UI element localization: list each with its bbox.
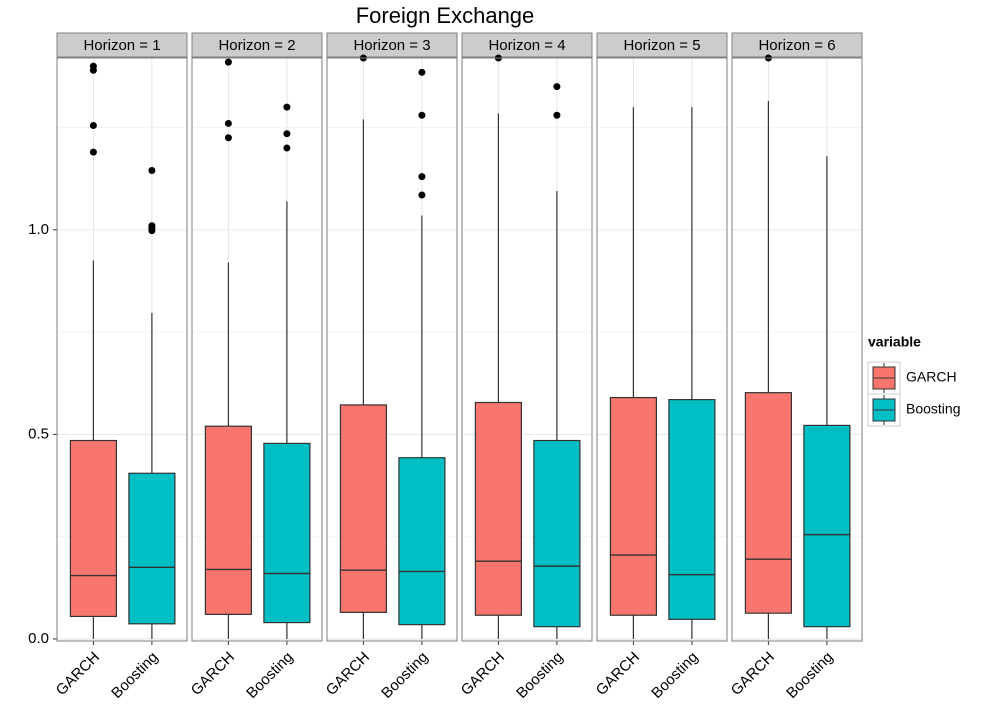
x-tick-label: GARCH bbox=[458, 649, 508, 699]
panel-border bbox=[191, 57, 323, 642]
facet-label: Horizon = 6 bbox=[758, 37, 835, 54]
outlier bbox=[418, 111, 426, 119]
legend-title: variable bbox=[868, 334, 921, 350]
facet-label: Horizon = 5 bbox=[623, 37, 700, 54]
outlier bbox=[283, 144, 291, 152]
facet-label: Horizon = 4 bbox=[488, 37, 565, 54]
box bbox=[339, 404, 387, 613]
x-tick-label: Boosting bbox=[513, 649, 566, 702]
x-tick-label: GARCH bbox=[593, 649, 643, 699]
facet-strip bbox=[191, 32, 323, 58]
outlier bbox=[418, 68, 426, 76]
x-tick-label: GARCH bbox=[728, 649, 778, 699]
panel-border bbox=[56, 57, 188, 642]
box bbox=[533, 439, 581, 628]
facet-label: Horizon = 2 bbox=[218, 37, 295, 54]
x-tick-label: Boosting bbox=[783, 649, 836, 702]
chart-title: Foreign Exchange bbox=[356, 3, 535, 28]
y-tick-label: 0.0 bbox=[28, 630, 49, 647]
outlier bbox=[224, 134, 232, 142]
box bbox=[744, 392, 793, 614]
panel-border bbox=[596, 57, 728, 642]
box bbox=[69, 439, 118, 618]
box bbox=[668, 399, 716, 620]
outlier bbox=[283, 130, 291, 138]
x-tick-label: Boosting bbox=[243, 649, 296, 702]
facet-strip bbox=[731, 32, 863, 58]
outlier bbox=[283, 103, 291, 111]
facet-strip bbox=[461, 32, 593, 58]
outlier bbox=[418, 173, 426, 181]
outlier bbox=[418, 191, 426, 199]
panel-border bbox=[326, 57, 458, 642]
outlier bbox=[89, 122, 97, 130]
facet-label: Horizon = 3 bbox=[353, 37, 430, 54]
outlier bbox=[148, 167, 156, 175]
outlier bbox=[224, 58, 232, 66]
y-tick-label: 0.5 bbox=[28, 425, 49, 442]
box bbox=[128, 472, 176, 625]
facet-strip bbox=[56, 32, 188, 58]
box bbox=[204, 425, 252, 616]
outlier bbox=[89, 148, 97, 156]
x-tick-label: Boosting bbox=[648, 649, 701, 702]
x-tick-label: Boosting bbox=[378, 649, 431, 702]
panel-border bbox=[731, 57, 863, 642]
outlier bbox=[553, 83, 561, 91]
x-tick-label: GARCH bbox=[53, 649, 103, 699]
x-tick-label: Boosting bbox=[108, 649, 161, 702]
panel-border bbox=[461, 57, 593, 642]
outlier bbox=[148, 227, 156, 235]
legend-label: GARCH bbox=[906, 369, 957, 385]
x-tick-label: GARCH bbox=[323, 649, 373, 699]
facet-label: Horizon = 1 bbox=[83, 37, 160, 54]
box bbox=[803, 424, 851, 628]
facet-strip bbox=[596, 32, 728, 58]
box bbox=[398, 457, 446, 626]
x-tick-label: GARCH bbox=[188, 649, 238, 699]
box bbox=[263, 442, 311, 624]
y-tick-label: 1.0 bbox=[28, 221, 49, 238]
box bbox=[474, 401, 522, 616]
legend-label: Boosting bbox=[906, 401, 960, 417]
outlier bbox=[553, 111, 561, 119]
outlier bbox=[224, 119, 232, 127]
facet-strip bbox=[326, 32, 458, 58]
box bbox=[609, 396, 658, 616]
outlier bbox=[89, 66, 97, 74]
